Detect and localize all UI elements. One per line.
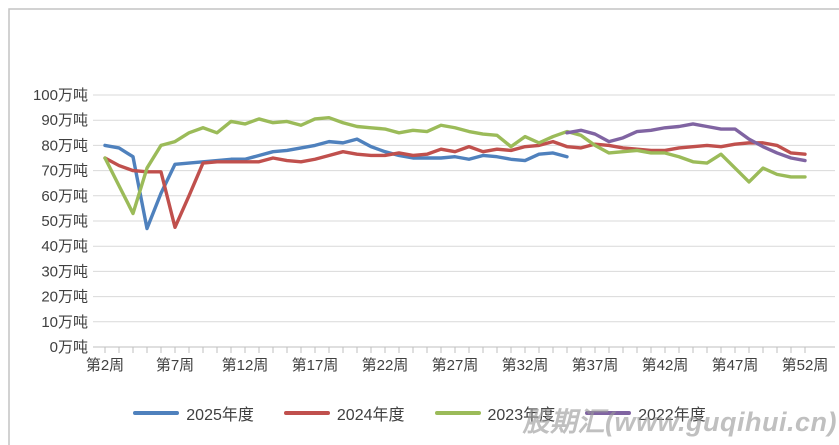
x-axis-label: 第27周 xyxy=(432,356,479,374)
legend-label-2025: 2025年度 xyxy=(186,407,254,424)
y-axis-label: 60万吨 xyxy=(41,188,88,205)
legend: 2025年度 2024年度 2023年度 2022年度 xyxy=(0,401,839,425)
y-axis-label: 100万吨 xyxy=(33,87,88,104)
legend-swatch-2022 xyxy=(585,410,632,416)
y-axis-label: 80万吨 xyxy=(41,137,88,154)
series-line-2023年度 xyxy=(103,115,807,216)
legend-item-2022: 2022年度 xyxy=(585,401,706,425)
legend-swatch-2024 xyxy=(283,410,330,416)
legend-swatch-2023 xyxy=(434,410,481,416)
legend-label-2022: 2022年度 xyxy=(638,407,706,424)
x-axis-label: 第42周 xyxy=(642,356,689,374)
x-axis-label: 第52周 xyxy=(782,356,829,374)
series-line-2024年度 xyxy=(103,139,807,230)
y-axis-label: 10万吨 xyxy=(41,314,88,331)
y-axis-label: 70万吨 xyxy=(41,163,88,180)
legend-label-2023: 2023年度 xyxy=(487,407,556,424)
panel-frame xyxy=(8,8,839,445)
legend-item-2023: 2023年度 xyxy=(434,401,556,425)
x-axis-label: 第32周 xyxy=(502,356,549,374)
legend-label-2024: 2024年度 xyxy=(336,407,405,424)
y-axis-label: 40万吨 xyxy=(41,238,88,255)
x-axis-label: 第22周 xyxy=(362,356,409,374)
y-axis-label: 0万吨 xyxy=(50,339,88,356)
legend-item-2024: 2024年度 xyxy=(283,401,405,425)
y-axis-label: 20万吨 xyxy=(41,289,88,306)
x-axis-label: 第47周 xyxy=(712,356,759,374)
series-line-2022年度 xyxy=(565,122,807,163)
series-line-2025年度 xyxy=(103,137,569,231)
x-axis-label: 第12周 xyxy=(222,356,269,374)
y-axis-label: 90万吨 xyxy=(41,112,88,129)
legend-swatch-2025 xyxy=(133,410,180,416)
x-axis-label: 第2周 xyxy=(86,356,124,374)
legend-item-2025: 2025年度 xyxy=(133,401,254,425)
y-axis-label: 30万吨 xyxy=(41,263,88,280)
x-axis-label: 第37周 xyxy=(572,356,619,374)
y-axis-label: 50万吨 xyxy=(41,213,88,230)
x-axis-label: 第17周 xyxy=(292,356,339,374)
x-axis-label: 第7周 xyxy=(156,356,194,374)
